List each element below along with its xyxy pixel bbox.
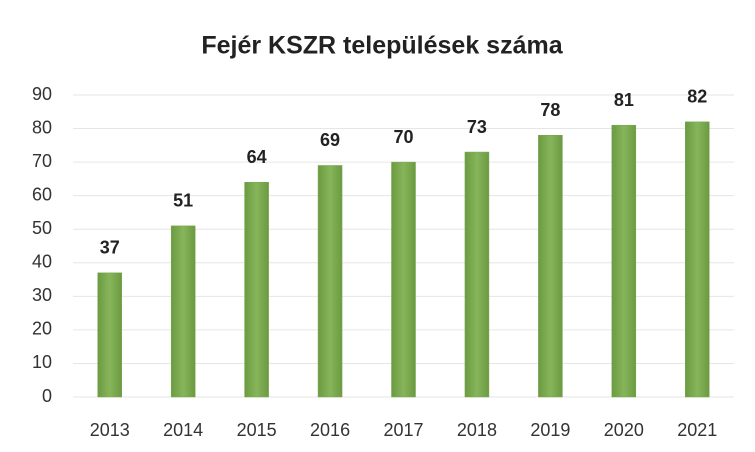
data-label: 64: [247, 147, 267, 167]
bar: [97, 272, 122, 398]
y-tick-label: 50: [32, 218, 52, 238]
y-tick-label: 0: [42, 386, 52, 406]
bar: [611, 124, 637, 398]
bar: [538, 135, 563, 398]
bar: [317, 165, 343, 398]
x-tick-label: 2017: [383, 420, 423, 440]
x-tick-label: 2015: [237, 420, 277, 440]
data-label: 82: [687, 87, 707, 107]
bar: [170, 225, 196, 398]
data-label: 69: [320, 130, 340, 150]
data-label: 51: [173, 191, 193, 211]
x-tick-label: 2016: [310, 420, 350, 440]
data-label: 78: [540, 100, 560, 120]
data-label: 73: [467, 117, 487, 137]
y-tick-label: 10: [32, 352, 52, 372]
y-tick-label: 70: [32, 151, 52, 171]
x-tick-label: 2019: [530, 420, 570, 440]
bar: [464, 151, 490, 398]
bar: [685, 121, 710, 398]
y-tick-label: 60: [32, 184, 52, 204]
y-tick-label: 30: [32, 285, 52, 305]
y-tick-label: 40: [32, 252, 52, 272]
data-label: 37: [100, 238, 120, 258]
y-tick-label: 20: [32, 319, 52, 339]
x-tick-label: 2018: [457, 420, 497, 440]
y-tick-label: 90: [32, 84, 52, 104]
x-tick-label: 2020: [604, 420, 644, 440]
x-tick-label: 2021: [677, 420, 717, 440]
y-tick-label: 80: [32, 117, 52, 137]
chart-title: Fejér KSZR települések száma: [201, 32, 563, 60]
x-tick-label: 2013: [90, 420, 130, 440]
bar: [391, 161, 416, 398]
bar: [244, 181, 269, 398]
data-label: 81: [614, 90, 634, 110]
data-label: 70: [393, 127, 413, 147]
x-tick-label: 2014: [163, 420, 203, 440]
